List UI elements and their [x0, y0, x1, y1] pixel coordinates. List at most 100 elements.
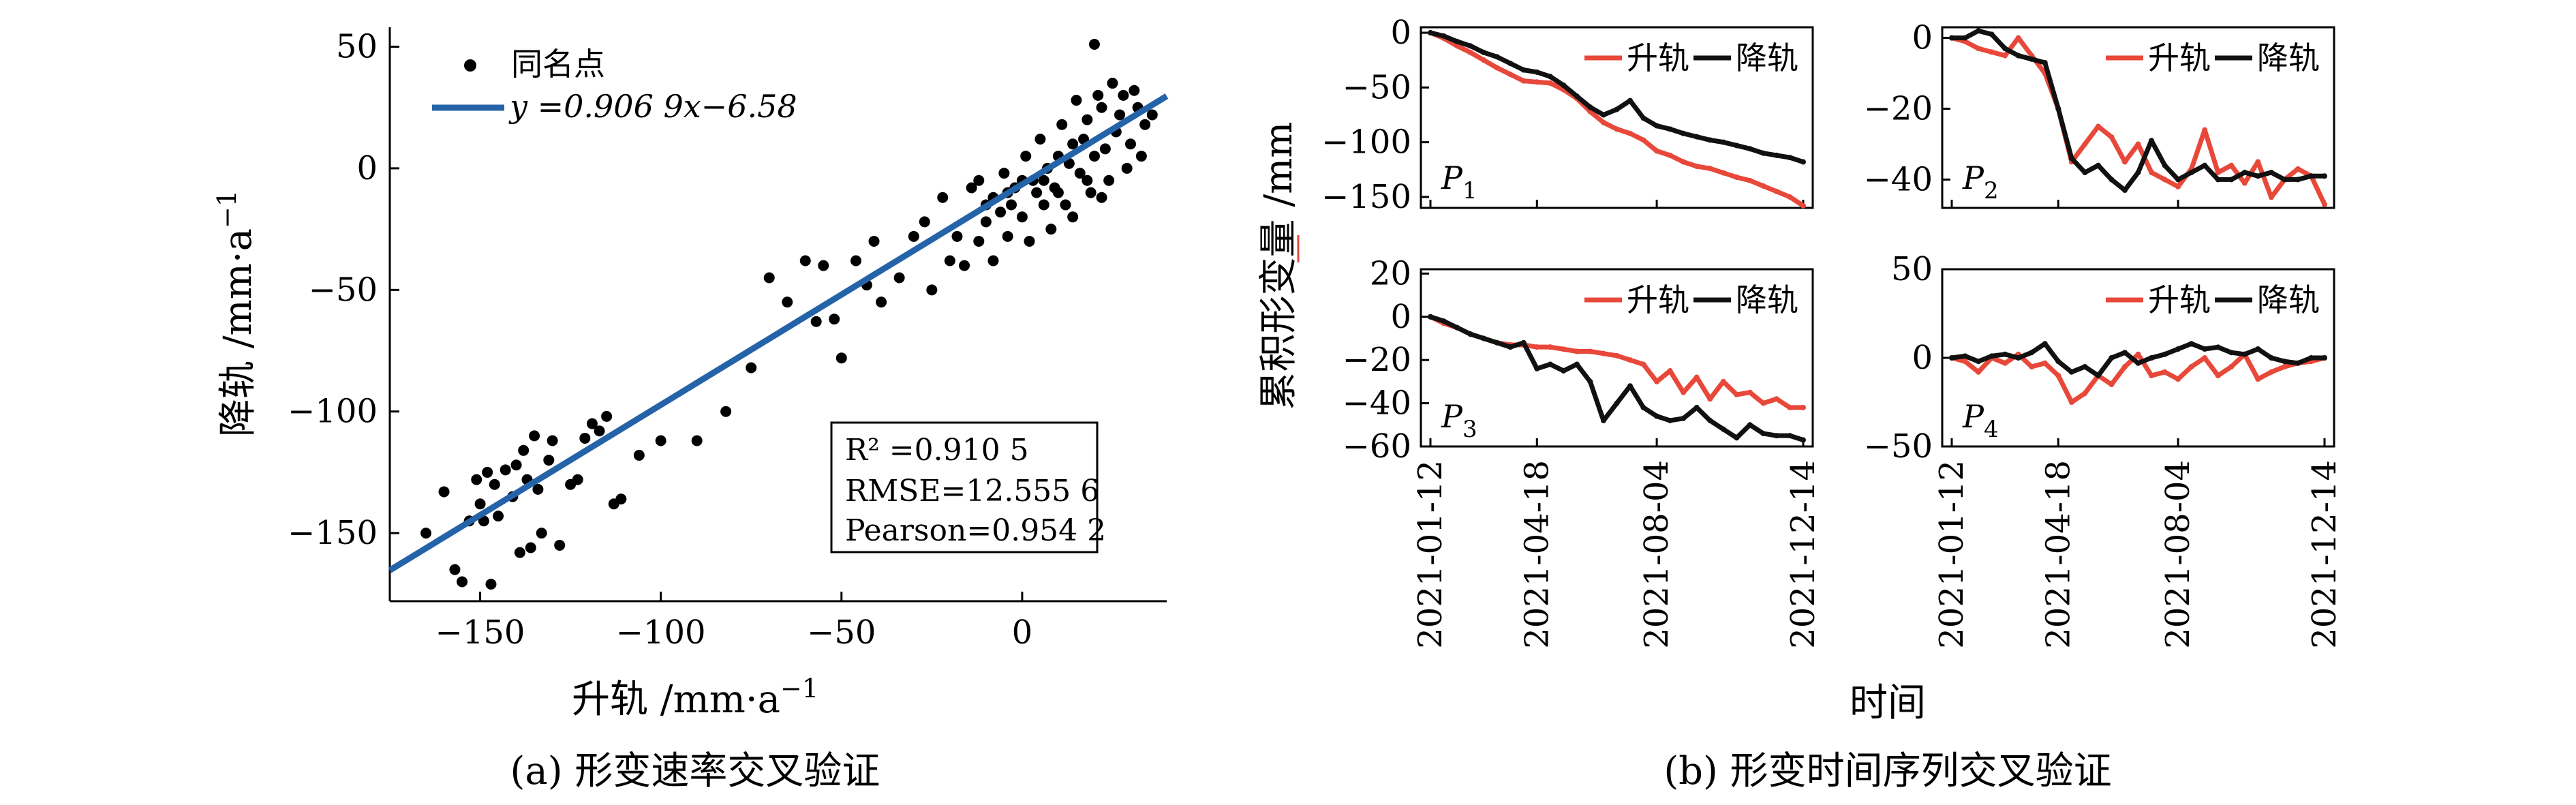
scatter-point	[489, 479, 500, 490]
series-point	[1507, 72, 1514, 78]
series-point	[2228, 350, 2235, 356]
x-tick-label: 0	[1012, 613, 1033, 652]
series-point	[1467, 331, 1473, 337]
series-point	[1949, 355, 1954, 361]
scatter-point	[532, 483, 544, 495]
y-tick-label: 0	[1390, 14, 1411, 52]
series-point	[2015, 35, 2021, 41]
series-point	[2322, 201, 2327, 207]
series-point	[2215, 344, 2221, 350]
scatter-point	[998, 168, 1010, 179]
series-point	[1667, 368, 1673, 374]
series-point	[1454, 324, 1460, 331]
legend-fit-label: y =0.906 9x−6.58	[508, 88, 797, 125]
series-point	[2215, 373, 2221, 378]
series-point	[1760, 150, 1766, 156]
series-point	[1600, 119, 1606, 125]
series-point	[2268, 170, 2274, 176]
series-point	[1600, 112, 1606, 118]
series-point	[1614, 106, 1620, 112]
series-point	[1760, 430, 1766, 436]
series-point	[1681, 415, 1687, 421]
series-point	[1707, 396, 1713, 402]
scatter-point	[966, 182, 977, 194]
series-point	[2228, 177, 2235, 183]
x-tick-label: 2021-12-14	[2305, 460, 2344, 649]
y-tick-label: 20	[1370, 254, 1411, 292]
series-point	[2082, 170, 2088, 176]
panel-a-xlabel: 升轨 /mm·a−1	[572, 673, 818, 722]
series-point	[2308, 355, 2314, 361]
x-tick-label: 2021-12-14	[1784, 460, 1822, 649]
series-point	[1773, 396, 1779, 402]
scatter-point	[547, 435, 558, 446]
y-tick-label: −20	[1343, 341, 1411, 379]
scatter-point	[1074, 168, 1086, 179]
series-point	[1720, 378, 1726, 384]
scatter-point	[987, 255, 999, 267]
scatter-point	[493, 511, 504, 522]
series-point	[2121, 187, 2128, 194]
scatter-point	[1124, 138, 1136, 150]
series-point	[1534, 344, 1540, 350]
scatter-point	[449, 564, 461, 575]
series-point	[2175, 346, 2181, 352]
series-point	[2135, 360, 2141, 366]
legend-points-marker	[464, 59, 476, 72]
legend-ascending-label: 升轨	[1627, 40, 1689, 76]
series-point	[2202, 346, 2208, 352]
x-tick-label: −100	[616, 613, 706, 652]
scatter-point	[1088, 38, 1100, 50]
scatter-point	[1082, 114, 1093, 125]
scatter-point	[1107, 78, 1118, 89]
caption-b: (b) 形变时间序列交叉验证	[1663, 749, 2111, 793]
series-point	[2002, 351, 2008, 357]
scatter-point	[818, 260, 829, 271]
series-point	[1747, 146, 1753, 152]
series-point	[2055, 359, 2061, 365]
series-point	[2295, 166, 2301, 172]
series-point	[2228, 162, 2235, 168]
y-tick-label: 0	[1912, 19, 1933, 57]
series-point	[1681, 389, 1687, 395]
series-point	[1989, 49, 1995, 55]
series-point	[2149, 355, 2155, 361]
series-point	[1654, 378, 1660, 384]
subplot-p3: 20 0 −20 −40 −60 升轨 降轨 P3	[1343, 254, 1814, 466]
scatter-point	[1052, 187, 1064, 198]
panel-a-ylabel: 降轨 /mm·a−1	[212, 190, 260, 437]
stat-pearson: Pearson=0.954 2	[845, 513, 1106, 548]
series-point	[1640, 115, 1646, 121]
scatter-point	[944, 255, 955, 267]
x-tick-label: 2021-08-04	[2159, 460, 2197, 649]
series-point	[2121, 350, 2128, 356]
series-point	[1467, 49, 1473, 55]
series-point	[2162, 351, 2168, 357]
scatter-point	[868, 235, 880, 247]
scatter-point	[1031, 187, 1043, 198]
series-point	[1547, 80, 1553, 86]
subplot-label: P3	[1441, 398, 1477, 443]
scatter-point	[500, 464, 511, 476]
series-point	[2295, 360, 2301, 366]
y-tick-label: 0	[356, 149, 378, 187]
series-point	[1574, 93, 1580, 100]
series-point	[2002, 46, 2008, 52]
subplot-label: P4	[1962, 398, 1999, 443]
series-point	[1547, 344, 1553, 350]
y-tick-label: 50	[1891, 250, 1933, 288]
series-point	[2255, 376, 2261, 382]
subplot-p2: 0 −20 −40 升轨 降轨 P2	[1864, 19, 2335, 209]
series-point	[2135, 170, 2141, 176]
scatter-point	[1016, 211, 1028, 223]
x-tick-label: 2021-04-18	[1518, 460, 1556, 649]
series-point	[2109, 177, 2115, 183]
series-point	[1494, 339, 1500, 346]
series-point	[1667, 126, 1673, 132]
series-point	[1654, 123, 1660, 129]
scatter-point	[478, 515, 489, 527]
scatter-point	[691, 435, 703, 446]
y-tick-label: 0	[1912, 339, 1933, 377]
series-point	[1720, 139, 1726, 145]
series-point	[1989, 31, 1995, 37]
